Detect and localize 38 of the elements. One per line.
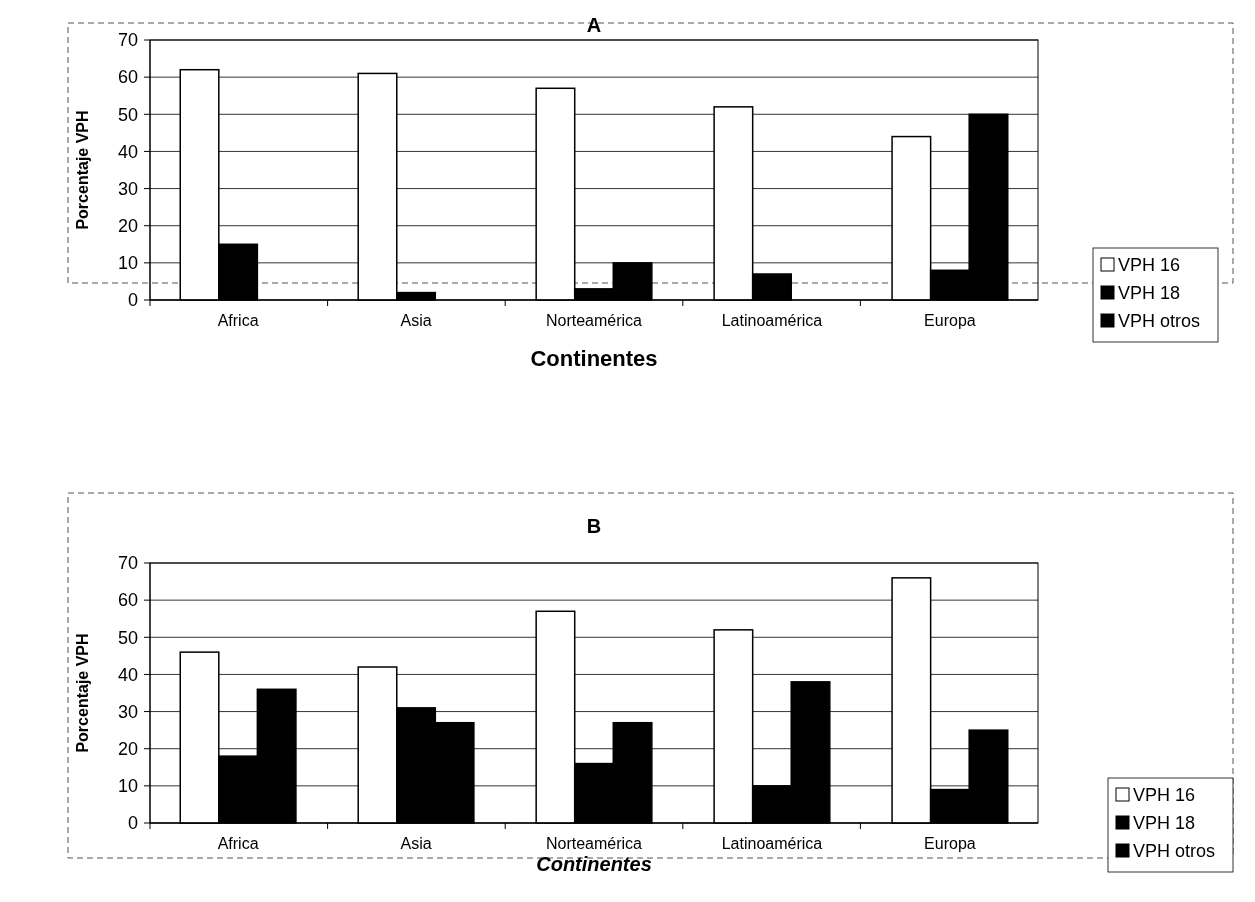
y-tick-label: 40 [117, 664, 138, 685]
legend-label: VPH 18 [1118, 283, 1181, 304]
x-tick-label: Asia [400, 312, 432, 329]
y-axis-title: Porcentaje VPH [74, 110, 91, 230]
y-tick-label: 30 [117, 701, 138, 722]
y-tick-label: 70 [117, 553, 138, 574]
x-tick-label: Norteamérica [545, 835, 643, 852]
x-tick-label: Europa [924, 312, 976, 329]
y-tick-label: 20 [117, 739, 138, 760]
legend-label: VPH otros [1118, 311, 1201, 332]
x-tick-label: Norteamérica [545, 312, 643, 329]
legend-label: VPH 16 [1118, 255, 1181, 276]
y-tick-label: 60 [117, 67, 138, 88]
y-tick-label: 10 [117, 253, 138, 274]
legend-label: VPH otros [1133, 841, 1216, 862]
y-tick-label: 10 [117, 776, 138, 797]
x-tick-label: Africa [217, 835, 259, 852]
x-tick-label: Latinoamérica [721, 312, 823, 329]
x-tick-label: Africa [217, 312, 259, 329]
y-tick-label: 20 [117, 216, 138, 237]
y-tick-label: 50 [117, 627, 138, 648]
y-tick-label: 60 [117, 590, 138, 611]
y-tick-label: 0 [127, 290, 138, 311]
y-tick-label: 0 [127, 813, 138, 834]
y-tick-label: 30 [117, 178, 138, 199]
y-axis-title: Porcentaje VPH [74, 633, 91, 753]
x-tick-label: Latinoamérica [721, 835, 823, 852]
y-tick-label: 70 [117, 30, 138, 51]
x-tick-label: Europa [924, 835, 976, 852]
x-axis-title: Continentes [530, 346, 658, 371]
y-tick-label: 50 [117, 104, 138, 125]
x-axis-title: Continentes [536, 853, 652, 875]
chart-title: A [586, 14, 602, 36]
y-tick-label: 40 [117, 141, 138, 162]
chart-title: B [586, 515, 602, 537]
legend-label: VPH 18 [1133, 813, 1196, 834]
x-tick-label: Asia [400, 835, 432, 852]
legend-label: VPH 16 [1133, 785, 1196, 806]
